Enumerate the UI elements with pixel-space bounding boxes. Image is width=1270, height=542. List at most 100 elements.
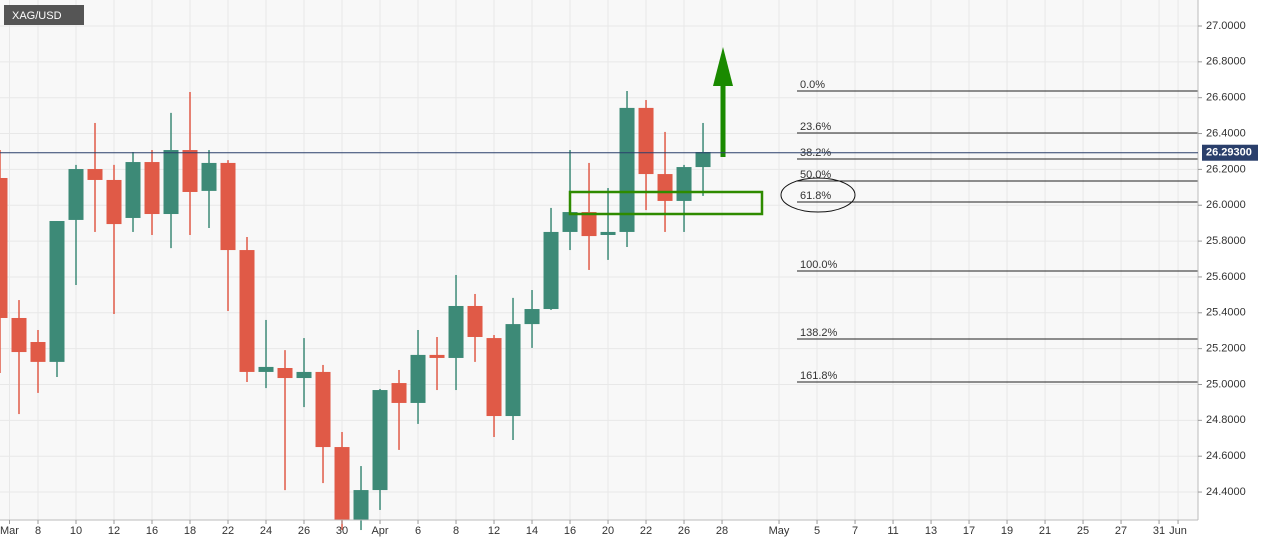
x-tick-label: 31 xyxy=(1153,525,1165,537)
candle-body xyxy=(334,447,350,520)
fib-label: 23.6% xyxy=(800,121,831,133)
candle-body xyxy=(182,150,198,192)
candle-body xyxy=(258,366,274,372)
x-tick-label: Mar xyxy=(0,525,19,537)
candle-body xyxy=(87,169,103,180)
candle-body xyxy=(638,107,654,175)
grid xyxy=(0,0,1198,520)
x-tick-label: 5 xyxy=(814,525,820,537)
x-tick-label: 10 xyxy=(70,525,82,537)
candle-body xyxy=(239,250,255,372)
highlight-ellipse xyxy=(780,177,856,213)
x-tick-label: 14 xyxy=(526,525,538,537)
x-tick-label: 17 xyxy=(963,525,975,537)
candle-body xyxy=(695,152,711,168)
x-tick-label: 22 xyxy=(640,525,652,537)
candle-body xyxy=(467,305,483,337)
fib-label: 138.2% xyxy=(800,327,838,339)
fib-label: 100.0% xyxy=(800,259,838,271)
candle-body xyxy=(30,342,46,362)
x-tick-label: 24 xyxy=(260,525,272,537)
y-tick-label: 25.0000 xyxy=(1206,378,1246,390)
x-tick-label: Apr xyxy=(371,525,388,537)
x-tick-label: 26 xyxy=(678,525,690,537)
y-tick-label: 24.6000 xyxy=(1206,450,1246,462)
last-price-label: 26.29300 xyxy=(1206,147,1252,159)
candle-body xyxy=(68,169,84,220)
candle-body xyxy=(315,371,331,448)
fib-label: 161.8% xyxy=(800,370,838,382)
x-tick-label: 13 xyxy=(925,525,937,537)
candle-body xyxy=(600,231,616,235)
x-tick-label: 6 xyxy=(415,525,421,537)
y-tick-label: 26.0000 xyxy=(1206,199,1246,211)
x-tick-label: 11 xyxy=(887,525,898,537)
x-tick-label: 12 xyxy=(108,525,120,537)
candle-body xyxy=(657,174,673,201)
y-tick-label: 27.0000 xyxy=(1206,20,1246,32)
candle-body xyxy=(410,354,426,403)
candle-body xyxy=(372,390,388,491)
fib-label: 0.0% xyxy=(800,79,825,91)
x-tick-label: 25 xyxy=(1077,525,1089,537)
x-tick-label: 21 xyxy=(1039,525,1051,537)
candle-body xyxy=(524,309,540,325)
candle-body xyxy=(562,212,578,232)
symbol-box xyxy=(4,5,84,25)
x-tick-label: 19 xyxy=(1001,525,1013,537)
fibonacci: 0.0%23.6%38.2%50.0%61.8%100.0%138.2%161.… xyxy=(797,79,1198,383)
x-tick-label: 12 xyxy=(488,525,500,537)
candle-body xyxy=(581,212,597,237)
y-tick-label: 25.8000 xyxy=(1206,235,1246,247)
y-tick-label: 25.4000 xyxy=(1206,307,1246,319)
candle-body xyxy=(49,221,65,362)
candle-body xyxy=(11,317,27,353)
x-tick-label: 27 xyxy=(1115,525,1127,537)
y-tick-label: 26.2000 xyxy=(1206,163,1246,175)
arrow-head xyxy=(713,47,733,86)
y-tick-label: 26.6000 xyxy=(1206,92,1246,104)
x-tick-label: 30 xyxy=(336,525,348,537)
candle-body xyxy=(543,231,559,310)
fib-label: 61.8% xyxy=(800,190,831,202)
y-tick-label: 25.6000 xyxy=(1206,271,1246,283)
candle-body xyxy=(201,162,217,191)
support-box xyxy=(568,190,764,216)
candle-body xyxy=(486,338,502,417)
candle-body xyxy=(163,150,179,215)
candle-body xyxy=(0,177,8,318)
candle-body xyxy=(144,162,160,215)
candle-body xyxy=(125,162,141,218)
candle-body xyxy=(505,324,521,417)
candle-body xyxy=(391,383,407,403)
x-tick-label: Jun xyxy=(1169,525,1187,537)
candle-body xyxy=(619,107,635,232)
y-tick-label: 24.4000 xyxy=(1206,486,1246,498)
x-tick-label: 20 xyxy=(602,525,614,537)
last-price-box xyxy=(1202,144,1258,161)
y-tick-label: 26.8000 xyxy=(1206,56,1246,68)
symbol-label: XAG/USD xyxy=(12,10,62,22)
x-tick-label: 8 xyxy=(453,525,459,537)
x-tick-label: 7 xyxy=(852,525,858,537)
x-tick-label: 18 xyxy=(184,525,196,537)
y-tick-label: 26.4000 xyxy=(1206,127,1246,139)
x-tick-label: 22 xyxy=(222,525,234,537)
x-tick-label: May xyxy=(769,525,790,537)
candle-body xyxy=(448,305,464,358)
candle-body xyxy=(106,179,122,225)
x-tick-label: 16 xyxy=(146,525,158,537)
x-tick-label: 28 xyxy=(716,525,728,537)
candle-body xyxy=(429,354,445,358)
x-tick-label: 16 xyxy=(564,525,576,537)
plot-background xyxy=(0,0,1198,520)
x-tick-label: 26 xyxy=(298,525,310,537)
y-tick-label: 24.8000 xyxy=(1206,414,1246,426)
candle-body xyxy=(296,371,312,379)
x-tick-label: 8 xyxy=(35,525,41,537)
candle-body xyxy=(353,490,369,520)
candle-body xyxy=(277,367,293,379)
candle-body xyxy=(676,167,692,201)
candle-body xyxy=(220,162,236,251)
